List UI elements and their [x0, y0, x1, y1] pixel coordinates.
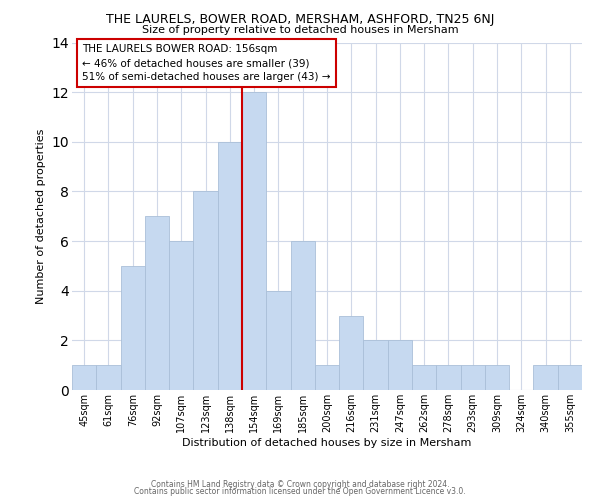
Bar [533, 365, 558, 390]
Bar [315, 365, 339, 390]
Text: Size of property relative to detached houses in Mersham: Size of property relative to detached ho… [142, 25, 458, 35]
Text: THE LAURELS, BOWER ROAD, MERSHAM, ASHFORD, TN25 6NJ: THE LAURELS, BOWER ROAD, MERSHAM, ASHFOR… [106, 12, 494, 26]
Bar [558, 365, 582, 390]
Text: Contains HM Land Registry data © Crown copyright and database right 2024.: Contains HM Land Registry data © Crown c… [151, 480, 449, 489]
Bar [169, 241, 193, 390]
Text: Contains public sector information licensed under the Open Government Licence v3: Contains public sector information licen… [134, 487, 466, 496]
Y-axis label: Number of detached properties: Number of detached properties [36, 128, 46, 304]
Bar [436, 365, 461, 390]
Bar [193, 192, 218, 390]
Bar [485, 365, 509, 390]
Bar [290, 241, 315, 390]
Bar [96, 365, 121, 390]
Bar [121, 266, 145, 390]
Text: THE LAURELS BOWER ROAD: 156sqm
← 46% of detached houses are smaller (39)
51% of : THE LAURELS BOWER ROAD: 156sqm ← 46% of … [82, 44, 331, 82]
Bar [364, 340, 388, 390]
Bar [339, 316, 364, 390]
X-axis label: Distribution of detached houses by size in Mersham: Distribution of detached houses by size … [182, 438, 472, 448]
Bar [266, 290, 290, 390]
Bar [72, 365, 96, 390]
Bar [388, 340, 412, 390]
Bar [145, 216, 169, 390]
Bar [242, 92, 266, 390]
Bar [461, 365, 485, 390]
Bar [412, 365, 436, 390]
Bar [218, 142, 242, 390]
